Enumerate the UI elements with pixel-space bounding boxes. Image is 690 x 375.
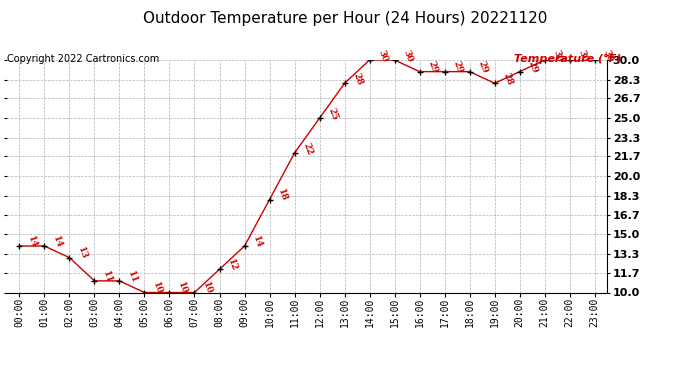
Text: 18: 18 — [277, 188, 289, 203]
Text: 28: 28 — [351, 72, 364, 87]
Text: 28: 28 — [502, 72, 514, 87]
Text: 14: 14 — [51, 234, 64, 249]
Text: 12: 12 — [226, 258, 239, 273]
Text: 29: 29 — [477, 60, 489, 75]
Text: 13: 13 — [77, 246, 89, 261]
Text: 10: 10 — [151, 281, 164, 296]
Text: Outdoor Temperature per Hour (24 Hours) 20221120: Outdoor Temperature per Hour (24 Hours) … — [143, 11, 547, 26]
Text: 14: 14 — [26, 234, 39, 249]
Text: 30: 30 — [577, 49, 589, 63]
Text: 25: 25 — [326, 107, 339, 122]
Text: 29: 29 — [426, 60, 440, 75]
Text: 30: 30 — [377, 49, 389, 63]
Text: 11: 11 — [126, 269, 139, 284]
Text: 10: 10 — [201, 281, 214, 296]
Text: 29: 29 — [451, 60, 464, 75]
Text: 22: 22 — [302, 142, 314, 156]
Text: 30: 30 — [551, 49, 564, 63]
Text: 11: 11 — [101, 269, 115, 284]
Text: 14: 14 — [251, 234, 264, 249]
Text: Temperature (°F): Temperature (°F) — [513, 54, 621, 64]
Text: Copyright 2022 Cartronics.com: Copyright 2022 Cartronics.com — [7, 54, 159, 64]
Text: 29: 29 — [526, 60, 540, 75]
Text: 10: 10 — [177, 281, 189, 296]
Text: 30: 30 — [602, 49, 614, 63]
Text: 30: 30 — [402, 49, 414, 63]
